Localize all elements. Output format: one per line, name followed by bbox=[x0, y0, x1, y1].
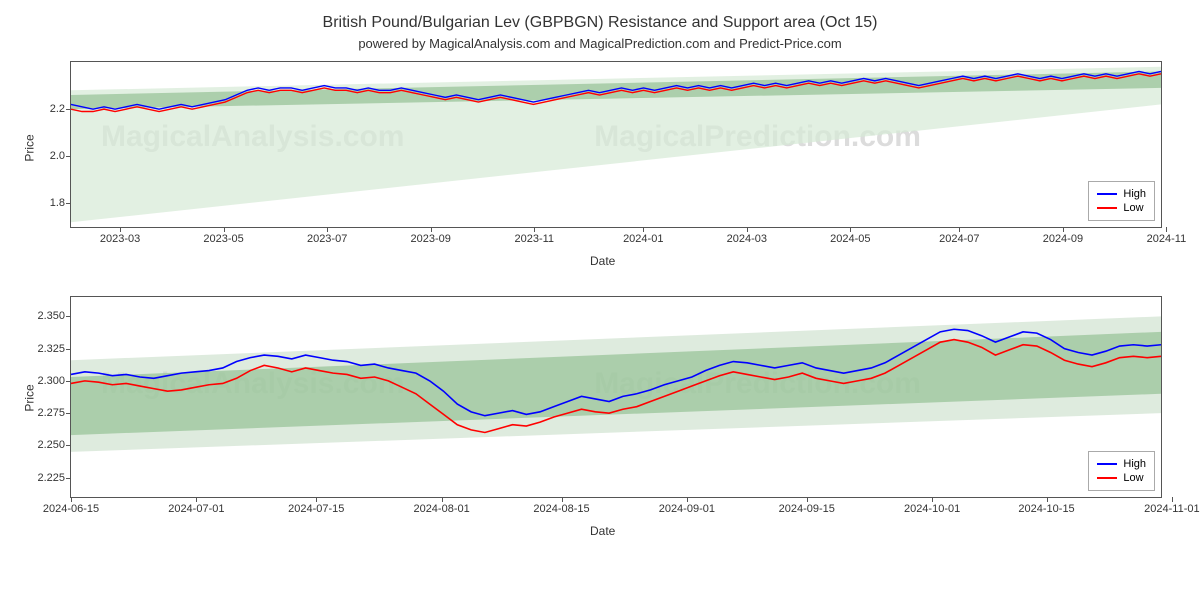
xtick-label: 2024-10-01 bbox=[904, 503, 960, 515]
xtick-label: 2024-05 bbox=[830, 233, 870, 245]
legend: High Low bbox=[1088, 181, 1155, 221]
bottom-plot-area: MagicalAnalysis.comMagicalPrediction.com… bbox=[70, 296, 1162, 498]
xtick-label: 2024-03 bbox=[727, 233, 767, 245]
xtick-label: 2024-01 bbox=[623, 233, 663, 245]
xtick-label: 2024-09 bbox=[1043, 233, 1083, 245]
ytick-label: 2.250 bbox=[25, 439, 65, 451]
xtick-label: 2024-11 bbox=[1147, 233, 1187, 245]
legend-swatch bbox=[1097, 463, 1117, 465]
xtick-label: 2024-11-01 bbox=[1144, 503, 1199, 515]
top-xlabel: Date bbox=[590, 254, 615, 268]
bottom-ylabel: Price bbox=[23, 384, 37, 411]
xtick-label: 2024-09-15 bbox=[779, 503, 835, 515]
legend-item: Low bbox=[1097, 202, 1146, 214]
top-chart: MagicalAnalysis.comMagicalPrediction.com… bbox=[10, 61, 1190, 266]
ytick-label: 2.2 bbox=[25, 103, 65, 115]
legend-label: High bbox=[1123, 458, 1146, 470]
xtick-label: 2024-06-15 bbox=[43, 503, 99, 515]
xtick-label: 2024-08-01 bbox=[413, 503, 469, 515]
xtick-label: 2024-07-01 bbox=[168, 503, 224, 515]
ytick-label: 2.225 bbox=[25, 472, 65, 484]
bottom-xlabel: Date bbox=[590, 524, 615, 538]
legend-swatch bbox=[1097, 193, 1117, 195]
xtick-label: 2024-07-15 bbox=[288, 503, 344, 515]
top-plot-area: MagicalAnalysis.comMagicalPrediction.com… bbox=[70, 61, 1162, 228]
legend-item: Low bbox=[1097, 472, 1146, 484]
xtick-label: 2023-05 bbox=[203, 233, 243, 245]
ytick-label: 1.8 bbox=[25, 197, 65, 209]
ytick-label: 2.350 bbox=[25, 310, 65, 322]
legend-label: High bbox=[1123, 188, 1146, 200]
legend-item: High bbox=[1097, 188, 1146, 200]
xtick-label: 2024-08-15 bbox=[533, 503, 589, 515]
bottom-chart: MagicalAnalysis.comMagicalPrediction.com… bbox=[10, 296, 1190, 536]
xtick-label: 2024-10-15 bbox=[1018, 503, 1074, 515]
xtick-label: 2023-09 bbox=[411, 233, 451, 245]
legend-item: High bbox=[1097, 458, 1146, 470]
legend-label: Low bbox=[1123, 202, 1143, 214]
chart-subtitle: powered by MagicalAnalysis.com and Magic… bbox=[10, 36, 1190, 51]
xtick-label: 2024-07 bbox=[939, 233, 979, 245]
chart-title: British Pound/Bulgarian Lev (GBPBGN) Res… bbox=[10, 14, 1190, 32]
xtick-label: 2023-07 bbox=[307, 233, 347, 245]
legend: High Low bbox=[1088, 451, 1155, 491]
ytick-label: 2.325 bbox=[25, 343, 65, 355]
xtick-label: 2024-09-01 bbox=[659, 503, 715, 515]
legend-label: Low bbox=[1123, 472, 1143, 484]
xtick-label: 2023-03 bbox=[100, 233, 140, 245]
legend-swatch bbox=[1097, 477, 1117, 479]
top-ylabel: Price bbox=[23, 134, 37, 161]
xtick-label: 2023-11 bbox=[514, 233, 554, 245]
legend-swatch bbox=[1097, 207, 1117, 209]
